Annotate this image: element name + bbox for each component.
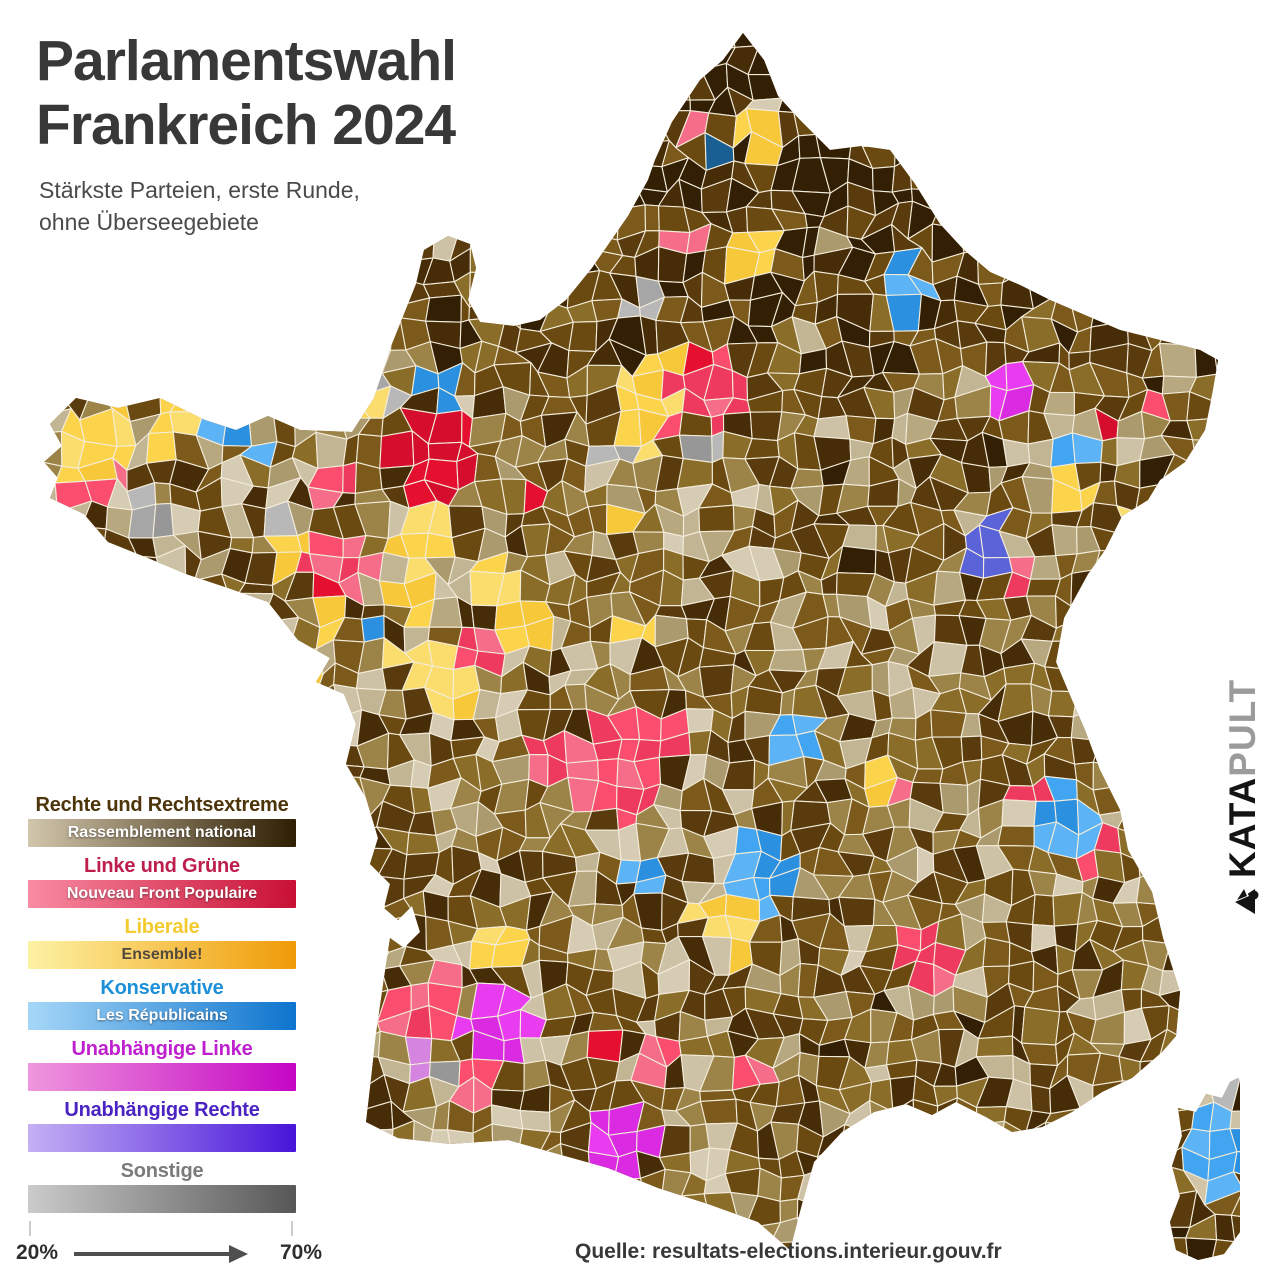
legend-gradient-bar-other (28, 1185, 296, 1213)
legend-group-title: Unabhängige Linke (71, 1038, 253, 1060)
page-subtitle: Stärkste Parteien, erste Runde, ohne Übe… (39, 174, 360, 238)
legend-gradient-bar-nfp: Nouveau Front Populaire (28, 880, 296, 908)
title-line-1: Parlamentswahl (36, 29, 457, 93)
subtitle-line-2: ohne Überseegebiete (39, 209, 259, 236)
legend-group-title: Unabhängige Rechte (64, 1099, 260, 1121)
scale-arrow-line (74, 1252, 230, 1256)
katapult-wordmark: KATAPULT (1222, 679, 1264, 878)
legend-gradient-bar-rn: Rassemblement national (28, 819, 296, 847)
legend-group-title: Linke und Grüne (84, 855, 240, 877)
legend-group-title: Konservative (100, 977, 224, 999)
france-choropleth-map (44, 33, 1240, 1260)
katapult-logo: KATAPULT (1219, 616, 1267, 916)
logo-text-pult: PULT (1222, 678, 1263, 777)
legend-group-other: Sonstige (28, 1160, 296, 1213)
legend-group-title: Liberale (124, 916, 200, 938)
legend-group-lr: Konservative Les Républicains (28, 977, 296, 1030)
legend-group-ensemble: Liberale Ensemble! (28, 916, 296, 969)
legend-gradient-bar-ind-left (28, 1063, 296, 1091)
scale-tick-left (29, 1221, 31, 1236)
legend-gradient-bar-ind-right (28, 1124, 296, 1152)
legend-group-ind-left: Unabhängige Linke (28, 1038, 296, 1091)
legend-group-nfp: Linke und Grüne Nouveau Front Populaire (28, 855, 296, 908)
katapult-icon (1235, 887, 1259, 914)
legend-bar-label: Nouveau Front Populaire (66, 885, 258, 902)
legend-gradient-bar-ensemble: Ensemble! (28, 941, 296, 969)
page-title: Parlamentswahl Frankreich 2024 (36, 29, 457, 158)
legend-gradient-bar-lr: Les Républicains (28, 1002, 296, 1030)
scale-max-label: 70% (280, 1241, 323, 1264)
legend-bar-label: Les Républicains (96, 1007, 228, 1024)
legend-bar-label: Ensemble! (121, 946, 203, 963)
legend-bar-label: Rassemblement national (67, 824, 257, 841)
legend-group-rn: Rechte und Rechtsextreme Rassemblement n… (28, 794, 296, 847)
legend-group-title: Rechte und Rechtsextreme (35, 794, 289, 816)
legend-group-ind-right: Unabhängige Rechte (28, 1099, 296, 1152)
source-credit: Quelle: resultats-elections.interieur.go… (575, 1240, 1002, 1263)
legend: Rechte und Rechtsextreme Rassemblement n… (28, 794, 296, 1221)
scale-arrow-head (229, 1245, 248, 1263)
title-line-2: Frankreich 2024 (36, 92, 456, 157)
legend-group-title: Sonstige (120, 1160, 204, 1182)
scale-tick-right (291, 1221, 293, 1236)
logo-text-kata: KATA (1222, 776, 1263, 878)
scale-min-label: 20% (16, 1241, 59, 1264)
subtitle-line-1: Stärkste Parteien, erste Runde, (39, 177, 360, 203)
